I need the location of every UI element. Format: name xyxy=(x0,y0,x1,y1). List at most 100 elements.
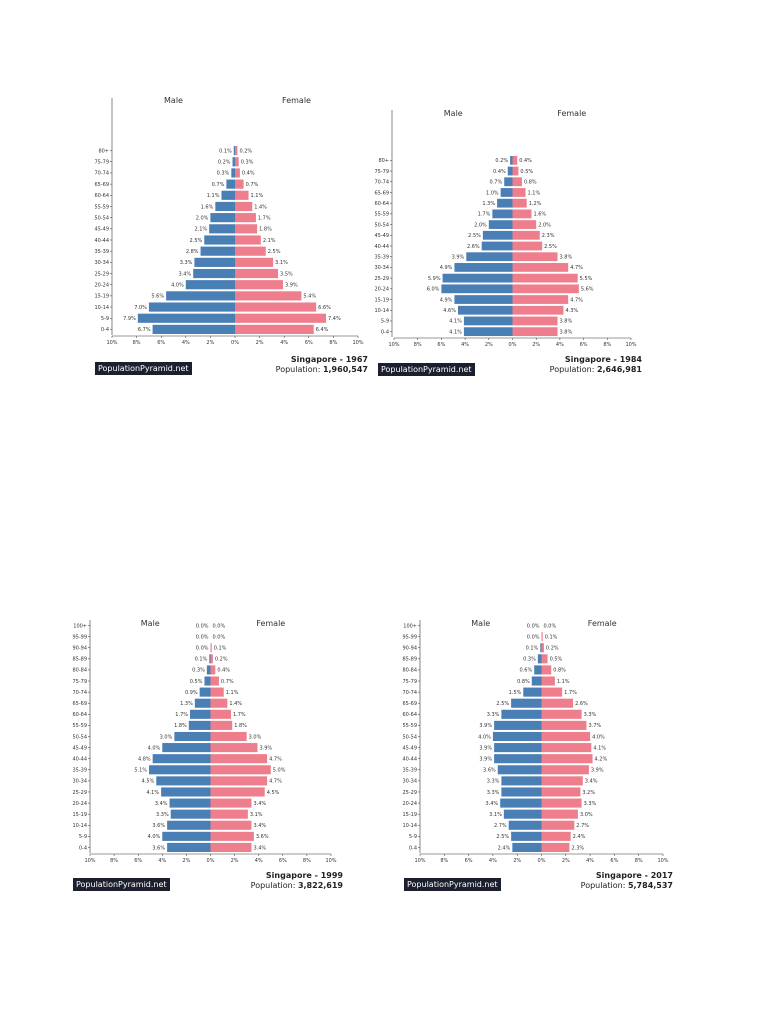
age-group-label: 30-34 xyxy=(402,779,417,785)
x-tick-label: 6% xyxy=(305,340,313,346)
female-bar xyxy=(210,743,258,753)
age-group-label: 5-9 xyxy=(79,834,87,840)
x-tick-label: 4% xyxy=(489,858,497,864)
x-tick-label: 10% xyxy=(414,858,425,864)
age-group-label: 50-54 xyxy=(72,734,87,740)
pyramid-chart-1967: Male Female 80+ 0.1% 0.2% 75-79 0.2% 0.3% 70-74 0… xyxy=(94,96,363,346)
age-group-label: 35-39 xyxy=(94,249,109,255)
female-bar xyxy=(541,665,552,675)
x-tick-label: 8% xyxy=(329,340,337,346)
male-bar xyxy=(190,709,211,719)
x-tick-label: 6% xyxy=(437,342,445,348)
x-tick-label: 6% xyxy=(134,858,142,864)
age-group-label: 65-69 xyxy=(374,190,389,196)
x-tick-label: 10% xyxy=(106,340,117,346)
age-group-label: 40-44 xyxy=(402,756,417,762)
female-value-label: 1.4% xyxy=(254,204,267,210)
female-label: Female xyxy=(588,619,617,628)
female-value-label: 0.4% xyxy=(519,158,532,164)
male-bar xyxy=(488,220,513,229)
age-group-label: 15-19 xyxy=(72,812,87,818)
female-bar xyxy=(512,188,526,197)
age-group-label: 80-84 xyxy=(72,668,87,674)
female-bar xyxy=(541,809,578,819)
age-group-label: 40-44 xyxy=(374,244,389,250)
age-group-label: 65-69 xyxy=(402,701,417,707)
female-value-label: 3.5% xyxy=(280,271,293,277)
age-group-label: 15-19 xyxy=(374,297,389,303)
female-bar xyxy=(235,146,238,156)
male-value-label: 0.2% xyxy=(218,160,231,166)
male-value-label: 1.7% xyxy=(175,712,188,718)
female-value-label: 3.9% xyxy=(259,745,272,751)
female-bar xyxy=(235,313,327,323)
female-value-label: 4.7% xyxy=(269,779,282,785)
female-bar xyxy=(235,291,302,301)
male-value-label: 6.0% xyxy=(427,287,440,293)
age-group-label: 10-14 xyxy=(94,305,109,311)
x-tick-label: 4% xyxy=(182,340,190,346)
female-value-label: 0.3% xyxy=(241,160,254,166)
male-value-label: 1.6% xyxy=(201,204,214,210)
male-value-label: 4.0% xyxy=(478,734,491,740)
male-bar xyxy=(161,787,211,797)
male-bar xyxy=(148,302,235,312)
male-bar xyxy=(497,765,542,775)
female-value-label: 0.2% xyxy=(546,646,559,652)
male-bar xyxy=(152,754,211,764)
male-value-label: 1.8% xyxy=(174,723,187,729)
female-value-label: 0.8% xyxy=(553,668,566,674)
female-value-label: 4.0% xyxy=(592,734,605,740)
female-bar xyxy=(235,190,249,200)
x-tick-label: 2% xyxy=(182,858,190,864)
age-group-label: 85-89 xyxy=(72,657,87,663)
male-value-label: 3.9% xyxy=(479,723,492,729)
age-group-label: 35-39 xyxy=(402,768,417,774)
male-value-label: 3.9% xyxy=(479,756,492,762)
male-bar xyxy=(442,273,513,283)
pyramid-chart-1984: Male Female 80+ 0.2% 0.4% 75-79 0.4% 0.5% 70-74 0… xyxy=(374,109,636,348)
female-bar xyxy=(512,295,569,304)
female-value-label: 2.6% xyxy=(575,701,588,707)
x-tick-label: 8% xyxy=(635,858,643,864)
age-group-label: 10-14 xyxy=(402,823,417,829)
female-value-label: 2.7% xyxy=(576,823,589,829)
x-tick-label: 4% xyxy=(586,858,594,864)
age-group-label: 75-79 xyxy=(94,160,109,166)
population-pyramid-1967: Male Female 80+ 0.1% 0.2% 75-79 0.2% 0.3% 70-74 0… xyxy=(92,90,363,365)
age-group-label: 0-4 xyxy=(381,329,389,335)
male-value-label: 3.3% xyxy=(487,712,500,718)
female-value-label: 2.3% xyxy=(571,845,584,851)
male-bar xyxy=(231,168,235,178)
female-value-label: 3.1% xyxy=(275,260,288,266)
male-value-label: 2.0% xyxy=(196,215,209,221)
male-value-label: 2.5% xyxy=(190,238,203,244)
female-bar xyxy=(235,224,258,234)
female-value-label: 7.4% xyxy=(328,316,341,322)
age-group-label: 20-24 xyxy=(72,801,87,807)
age-group-label: 60-64 xyxy=(402,712,417,718)
age-group-label: 90-94 xyxy=(72,646,87,652)
female-value-label: 1.1% xyxy=(251,193,264,199)
female-value-label: 2.1% xyxy=(263,238,276,244)
female-bar xyxy=(541,787,581,797)
male-value-label: 0.0% xyxy=(196,634,209,640)
female-bar xyxy=(210,787,265,797)
age-group-label: 75-79 xyxy=(72,679,87,685)
female-value-label: 5.5% xyxy=(580,276,593,282)
male-value-label: 0.0% xyxy=(196,623,209,629)
male-value-label: 4.0% xyxy=(148,745,161,751)
male-bar xyxy=(510,155,513,165)
x-tick-label: 10% xyxy=(84,858,95,864)
male-value-label: 6.7% xyxy=(138,327,151,333)
age-group-label: 70-74 xyxy=(72,690,87,696)
female-value-label: 3.9% xyxy=(285,283,298,289)
female-value-label: 0.7% xyxy=(246,182,259,188)
male-bar xyxy=(501,709,542,719)
brand-badge: PopulationPyramid.net xyxy=(73,878,170,891)
female-value-label: 5.6% xyxy=(581,287,594,293)
female-bar xyxy=(210,720,233,730)
population-value: 3,822,619 xyxy=(297,881,343,890)
female-value-label: 3.3% xyxy=(584,712,597,718)
female-bar xyxy=(512,316,558,326)
